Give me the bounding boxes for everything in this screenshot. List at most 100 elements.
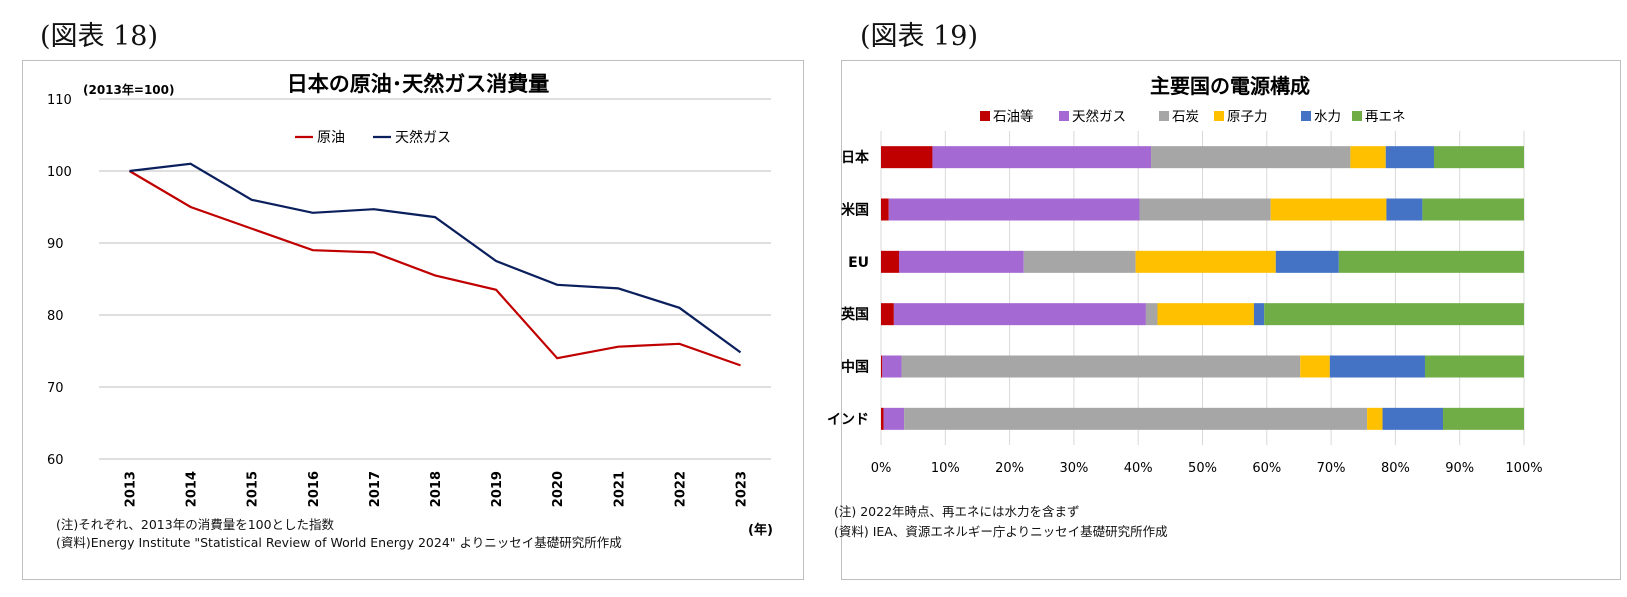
legend-swatch [1159, 111, 1169, 121]
bar-segment [1253, 303, 1265, 326]
line-chart-series [128, 162, 742, 367]
line-chart-grid [99, 98, 771, 460]
bar-segment [1422, 198, 1524, 221]
bar-chart-legend: 石油等 天然ガス 石炭 原子力 水力 再エネ [980, 108, 1406, 125]
bar-segment [1385, 146, 1434, 169]
legend-swatch [1352, 111, 1362, 121]
bar-segment [1433, 146, 1524, 169]
legend-label: 再エネ [1365, 109, 1406, 125]
category-label: 日本 [841, 149, 870, 166]
bar-chart-bars [881, 146, 1524, 430]
bar-segment [1386, 198, 1423, 221]
y-tick-label: 100 [47, 165, 72, 180]
bar-segment [1157, 303, 1254, 326]
x-tick-label: 2015 [246, 471, 261, 507]
line-chart-subtitle: (2013年=100) [83, 82, 174, 97]
bar-segment [881, 303, 894, 326]
x-tick-label: 90% [1445, 461, 1474, 476]
bar-segment [1151, 146, 1351, 169]
bar-chart-grid [880, 131, 1525, 445]
x-tick-label: 20% [995, 461, 1024, 476]
line-chart-title: 日本の原油･天然ガス消費量 [287, 72, 550, 96]
x-tick-label: 2021 [612, 471, 627, 507]
y-tick-label: 70 [47, 381, 64, 396]
x-tick-label: 10% [931, 461, 960, 476]
bar-segment [1350, 146, 1386, 169]
x-tick-label: 70% [1317, 461, 1346, 476]
line-chart-legend: 原油 天然ガス [295, 129, 451, 146]
bar-segment [901, 355, 1301, 378]
bar-segment [932, 146, 1152, 169]
bar-segment [1367, 407, 1383, 430]
x-tick-label: 2016 [307, 471, 322, 507]
legend-swatch [1214, 111, 1224, 121]
line-chart: (2013年=100) 日本の原油･天然ガス消費量 原油 天然ガス 60 70 80 9… [47, 72, 773, 538]
bar-segment [883, 407, 905, 430]
x-tick-label: 100% [1505, 461, 1542, 476]
bar-segment [881, 198, 889, 221]
line-chart-x-ticks: 2013 2014 2015 2016 2017 2018 2019 2020 2021 2022… [124, 471, 750, 507]
x-tick-label: 2022 [673, 471, 688, 507]
bar-segment [1382, 407, 1443, 430]
legend-label: 水力 [1314, 109, 1341, 125]
bar-segment [1338, 250, 1524, 273]
x-tick-label: 50% [1188, 461, 1217, 476]
bar-segment [1023, 250, 1136, 273]
x-tick-label: 2014 [185, 471, 200, 507]
bar-segment [1442, 407, 1524, 430]
series-line-crude [128, 170, 741, 367]
category-label: 英国 [840, 306, 869, 323]
y-tick-label: 110 [47, 93, 72, 108]
bar-segment [893, 303, 1146, 326]
bar-segment [1139, 198, 1271, 221]
y-tick-label: 90 [47, 237, 64, 252]
bar-segment [881, 407, 884, 430]
x-tick-label: 2013 [124, 471, 139, 507]
legend-label: 原子力 [1227, 109, 1268, 125]
x-tick-label: 80% [1381, 461, 1410, 476]
figure-18-label: (図表 18) [40, 21, 159, 52]
bar-chart-note: (注) 2022年時点、再エネには水力を含まず [834, 504, 1080, 519]
x-tick-label: 60% [1252, 461, 1281, 476]
bar-segment [881, 355, 883, 378]
x-tick-label: 40% [1124, 461, 1153, 476]
category-label: 中国 [841, 359, 869, 376]
x-tick-label: 2017 [368, 471, 383, 507]
bar-chart-panel: 主要国の電源構成 石油等 天然ガス 石炭 原子力 水力 再エネ 日本 米国 EU 英国 中国 インド… [827, 60, 1621, 580]
line-chart-y-ticks: 60 70 80 90 100 110 [47, 93, 72, 468]
legend-label: 原油 [317, 130, 345, 146]
legend-label: 天然ガス [395, 129, 451, 146]
x-tick-label: 30% [1059, 461, 1088, 476]
line-chart-note: (注)それぞれ、2013年の消費量を100とした指数 [56, 517, 335, 532]
legend-swatch [1301, 111, 1311, 121]
bar-segment [1270, 198, 1387, 221]
line-chart-source: (資料)Energy Institute "Statistical Review… [56, 535, 622, 550]
bar-segment [1264, 303, 1524, 326]
bar-segment [904, 407, 1368, 430]
legend-swatch [980, 111, 990, 121]
bar-segment [1329, 355, 1425, 378]
x-tick-label: 0% [871, 461, 892, 476]
bar-segment [1135, 250, 1276, 273]
line-chart-x-label: (年) [748, 522, 773, 538]
category-label: 米国 [841, 202, 869, 219]
category-label: インド [827, 412, 869, 428]
line-chart-panel: (2013年=100) 日本の原油･天然ガス消費量 原油 天然ガス 60 70 80 9… [22, 60, 804, 580]
series-line-gas [129, 162, 742, 354]
bar-segment [1300, 355, 1330, 378]
y-tick-label: 80 [47, 309, 64, 324]
legend-label: 石油等 [993, 108, 1034, 125]
bar-segment [1145, 303, 1158, 326]
legend-swatch [1059, 111, 1069, 121]
figure-19-label: (図表 19) [860, 21, 979, 52]
x-tick-label: 2019 [490, 471, 505, 507]
y-tick-label: 60 [47, 453, 64, 468]
bar-chart-source: (資料) IEA、資源エネルギー庁よりニッセイ基礎研究所作成 [834, 524, 1168, 539]
x-tick-label: 2023 [734, 471, 749, 507]
bar-chart-title: 主要国の電源構成 [1150, 74, 1310, 98]
legend-label: 石炭 [1172, 109, 1199, 125]
bar-segment [1424, 355, 1524, 378]
bar-segment [881, 250, 900, 273]
category-label: EU [848, 255, 869, 271]
